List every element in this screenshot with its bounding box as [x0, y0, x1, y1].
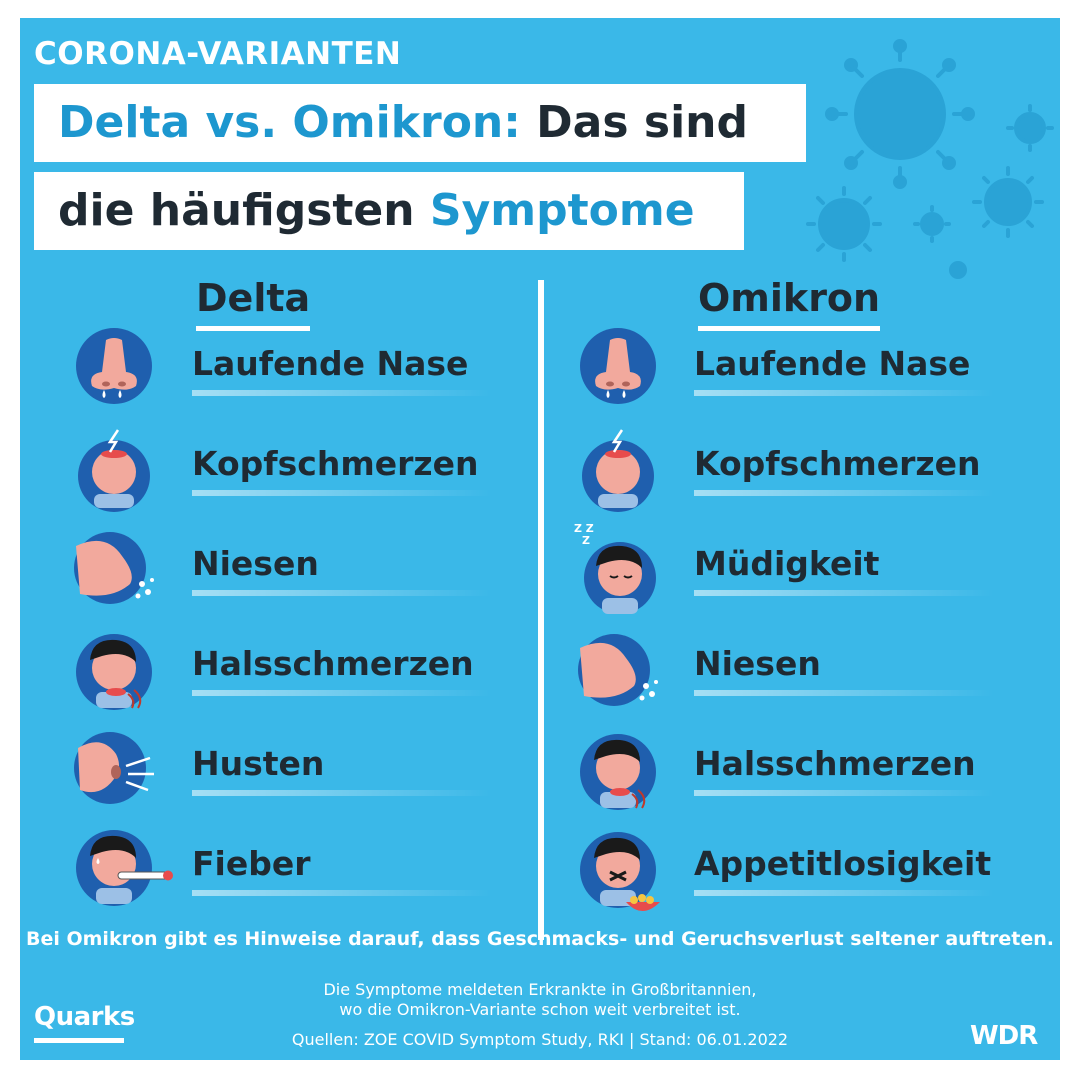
quarks-logo: Quarks [34, 1002, 135, 1032]
column-divider [538, 280, 544, 940]
symptom-underline [694, 390, 994, 396]
symptom-label: Niesen [192, 544, 319, 583]
symptom-underline [694, 490, 994, 496]
omikron-heading: Omikron [698, 276, 881, 331]
symptom-underline [694, 590, 994, 596]
symptom-label: Niesen [694, 644, 821, 683]
title-line-1: Delta vs. Omikron: Das sind [34, 84, 806, 162]
symptom-underline [192, 890, 492, 896]
symptom-label: Appetitlosigkeit [694, 844, 992, 883]
sources: Quellen: ZOE COVID Symptom Study, RKI | … [291, 1030, 789, 1049]
delta-heading: Delta [196, 276, 311, 331]
virus-decoration-icon [806, 39, 1054, 279]
symptom-label: Müdigkeit [694, 544, 880, 583]
infographic: CORONA-VARIANTEN Delta vs. Omikron: Das … [20, 18, 1060, 1060]
symptom-label: Kopfschmerzen [694, 444, 981, 483]
info-line-1: Die Symptome meldeten Erkrankte in Großb… [323, 980, 757, 999]
sore-throat-icon [76, 634, 152, 710]
sneezing-icon [74, 532, 154, 604]
symptom-label: Fieber [192, 844, 311, 883]
symptom-label: Husten [192, 744, 325, 783]
symptom-underline [192, 490, 492, 496]
runny-nose-icon [580, 328, 656, 404]
symptom-label: Kopfschmerzen [192, 444, 479, 483]
wdr-logo: WDR [970, 1021, 1038, 1051]
symptom-underline [694, 890, 994, 896]
loss-of-appetite-icon [580, 832, 660, 911]
kicker: CORONA-VARIANTEN [34, 36, 402, 72]
svg-text:Z: Z [582, 534, 590, 547]
title-start-2: die häufigsten [58, 185, 430, 236]
info-line-2: wo die Omikron-Variante schon weit verbr… [339, 1000, 741, 1019]
fatigue-icon: Z Z Z [574, 522, 656, 614]
symptom-underline [694, 690, 994, 696]
symptom-underline [694, 790, 994, 796]
footnote: Bei Omikron gibt es Hinweise darauf, das… [25, 928, 1054, 950]
symptom-label: Halsschmerzen [694, 744, 976, 783]
title-accent-symptoms: Symptome [429, 185, 695, 236]
symptom-underline [192, 590, 492, 596]
fever-icon [76, 830, 173, 906]
runny-nose-icon [76, 328, 152, 404]
title-rest-1: Das sind [520, 97, 748, 148]
symptom-underline [192, 690, 492, 696]
headache-icon [78, 429, 150, 512]
symptom-label: Laufende Nase [694, 344, 971, 383]
symptom-underline [192, 390, 492, 396]
cough-icon [74, 732, 154, 804]
symptom-underline [192, 790, 492, 796]
symptom-label: Halsschmerzen [192, 644, 474, 683]
svg-text:Z Z: Z Z [574, 522, 594, 535]
title-accent-variants: Delta vs. Omikron: [58, 97, 521, 148]
headache-icon [582, 429, 654, 512]
sore-throat-icon [580, 734, 656, 810]
sneezing-icon [578, 634, 658, 706]
symptom-label: Laufende Nase [192, 344, 469, 383]
title-line-2: die häufigsten Symptome [34, 172, 744, 250]
quarks-logo-bar [34, 1038, 124, 1043]
